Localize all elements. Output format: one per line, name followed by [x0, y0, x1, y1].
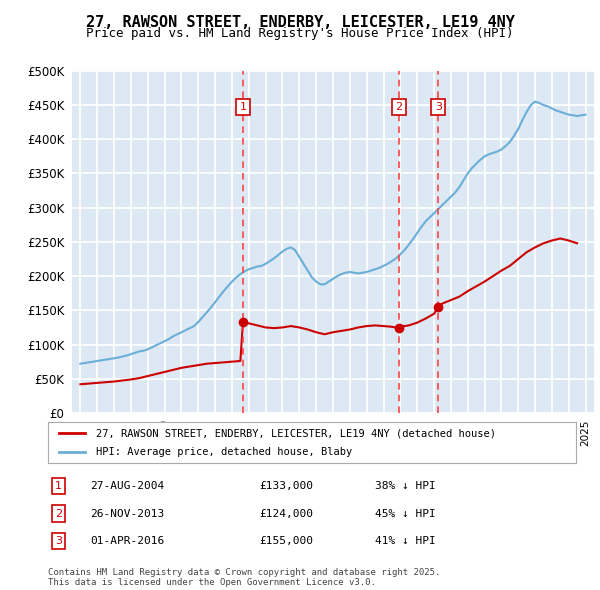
Text: 27, RAWSON STREET, ENDERBY, LEICESTER, LE19 4NY: 27, RAWSON STREET, ENDERBY, LEICESTER, L…	[86, 15, 514, 30]
Text: 27-AUG-2004: 27-AUG-2004	[90, 481, 164, 491]
Text: 2: 2	[395, 102, 402, 112]
Text: HPI: Average price, detached house, Blaby: HPI: Average price, detached house, Blab…	[95, 447, 352, 457]
Text: 26-NOV-2013: 26-NOV-2013	[90, 509, 164, 519]
Text: 27, RAWSON STREET, ENDERBY, LEICESTER, LE19 4NY (detached house): 27, RAWSON STREET, ENDERBY, LEICESTER, L…	[95, 428, 496, 438]
Text: 38% ↓ HPI: 38% ↓ HPI	[376, 481, 436, 491]
Text: 2: 2	[55, 509, 62, 519]
Text: 3: 3	[55, 536, 62, 546]
Text: £155,000: £155,000	[259, 536, 313, 546]
Text: 01-APR-2016: 01-APR-2016	[90, 536, 164, 546]
Text: Contains HM Land Registry data © Crown copyright and database right 2025.
This d: Contains HM Land Registry data © Crown c…	[48, 568, 440, 587]
Text: £133,000: £133,000	[259, 481, 313, 491]
Text: 3: 3	[435, 102, 442, 112]
Text: 1: 1	[239, 102, 247, 112]
Text: 41% ↓ HPI: 41% ↓ HPI	[376, 536, 436, 546]
Text: Price paid vs. HM Land Registry's House Price Index (HPI): Price paid vs. HM Land Registry's House …	[86, 27, 514, 40]
Text: 1: 1	[55, 481, 62, 491]
Text: 45% ↓ HPI: 45% ↓ HPI	[376, 509, 436, 519]
Text: £124,000: £124,000	[259, 509, 313, 519]
